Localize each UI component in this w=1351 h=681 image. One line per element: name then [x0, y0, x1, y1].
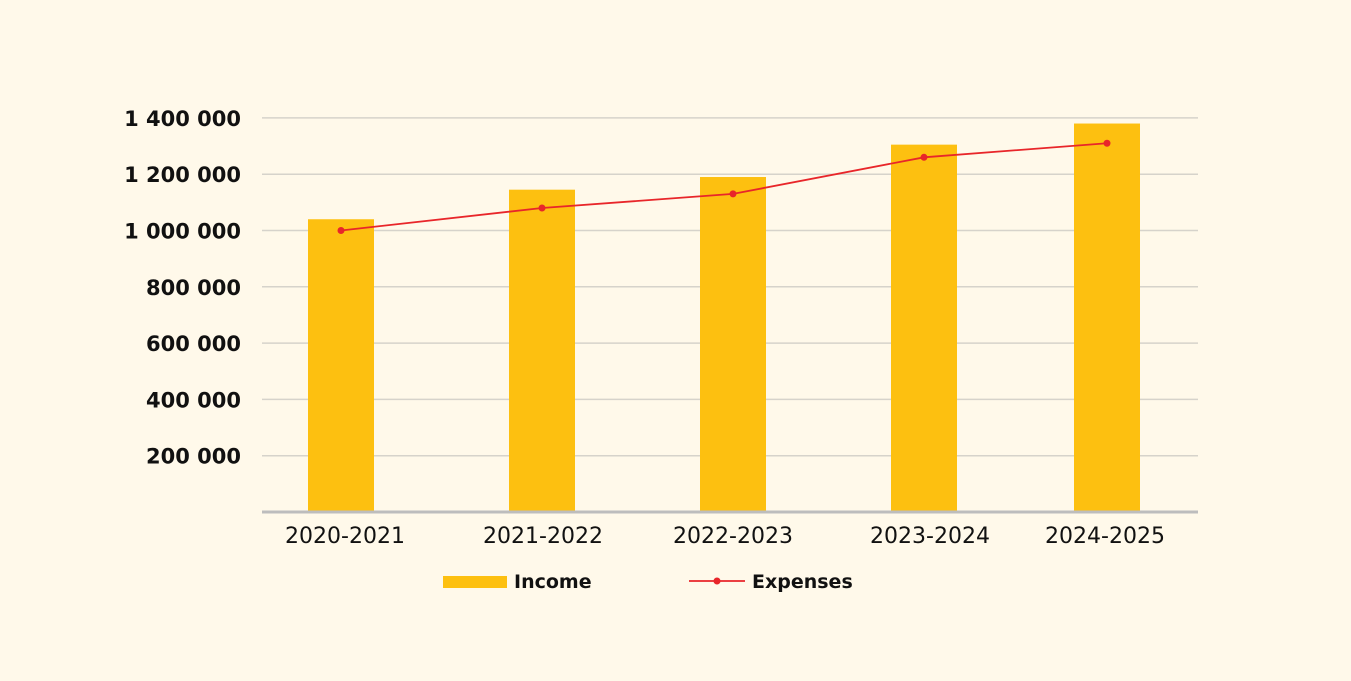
- expenses-point: [729, 190, 737, 198]
- legend-income-swatch: [443, 576, 507, 588]
- y-tick-label: 1 200 000: [124, 163, 241, 187]
- y-tick-label: 600 000: [146, 332, 241, 356]
- expenses-point: [1103, 139, 1111, 147]
- y-tick-label: 200 000: [146, 445, 241, 469]
- income-bar: [891, 144, 957, 512]
- y-tick-label: 400 000: [146, 388, 241, 412]
- y-tick-label: 1 000 000: [124, 220, 241, 244]
- x-tick-label: 2023-2024: [870, 524, 990, 549]
- income-bar: [1074, 123, 1140, 512]
- income-bar: [700, 177, 766, 512]
- x-tick-label: 2021-2022: [483, 524, 603, 549]
- expenses-point: [920, 153, 928, 161]
- income-bar: [308, 219, 374, 513]
- x-tick-label: 2024-2025: [1045, 524, 1165, 549]
- x-tick-label: 2022-2023: [673, 524, 793, 549]
- legend-expenses-marker: [713, 577, 721, 585]
- x-tick-label: 2020-2021: [285, 524, 405, 549]
- expenses-point: [337, 227, 345, 234]
- y-tick-label: 800 000: [146, 276, 241, 300]
- y-tick-label: 1 400 000: [124, 107, 241, 131]
- legend-income-label: Income: [514, 571, 592, 593]
- expenses-point: [538, 204, 546, 212]
- income-bar: [509, 189, 575, 512]
- legend-expenses-label: Expenses: [752, 571, 853, 593]
